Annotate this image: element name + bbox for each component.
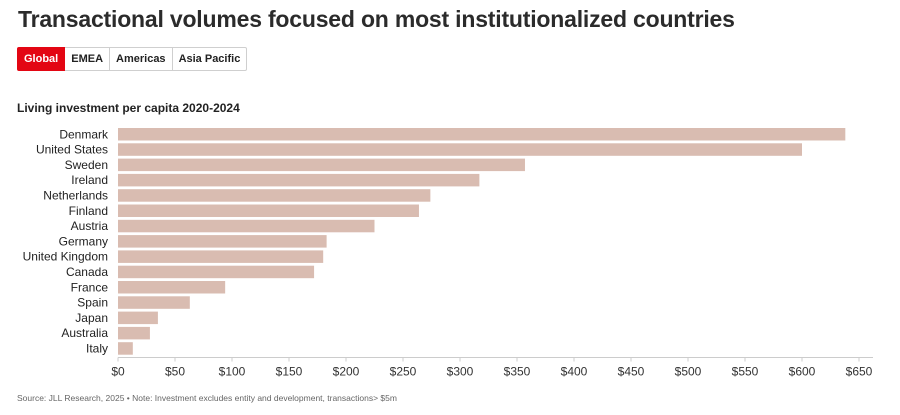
bar-chart: Denmark United StatesSwedenIrelandNetherl… xyxy=(23,127,873,379)
x-tick-label-350: $350 xyxy=(504,365,531,379)
category-label-australia: Australia xyxy=(61,326,108,340)
category-label-united-kingdom: United Kingdom xyxy=(23,250,108,264)
x-tick-label-0: $0 xyxy=(111,365,125,379)
category-label-finland: Finland xyxy=(69,204,108,218)
bar-austria xyxy=(118,219,375,233)
bar-germany xyxy=(118,235,327,248)
bar-united-states xyxy=(118,143,802,156)
category-label-netherlands: Netherlands xyxy=(43,188,108,202)
tab-americas[interactable]: Americas xyxy=(110,47,173,71)
chart-title: Transactional volumes focused on most in… xyxy=(18,6,735,32)
bar-ireland xyxy=(118,173,480,187)
source-note: Source: JLL Research, 2025 • Note: Inves… xyxy=(17,393,397,403)
category-label-spain: Spain xyxy=(77,296,108,310)
bar-united-kingdom xyxy=(118,250,324,263)
category-label-united-states: United States xyxy=(36,143,108,157)
x-tick-label-550: $550 xyxy=(732,365,759,379)
x-tick-label-500: $500 xyxy=(675,365,702,379)
x-tick-label-600: $600 xyxy=(789,365,816,379)
category-label-ireland: Ireland xyxy=(71,173,108,187)
x-tick-label-400: $400 xyxy=(561,365,588,379)
tab-asia-pacific[interactable]: Asia Pacific xyxy=(172,47,248,71)
bar-australia xyxy=(118,326,150,340)
x-tick-label-300: $300 xyxy=(447,365,474,379)
category-label-austria: Austria xyxy=(71,219,109,233)
x-tick-label-650: $650 xyxy=(846,365,873,379)
x-tick-label-450: $450 xyxy=(618,365,645,379)
x-tick-label-150: $150 xyxy=(276,365,303,379)
x-tick-label-50: $50 xyxy=(165,365,185,379)
x-tick-label-250: $250 xyxy=(390,365,417,379)
bar-japan xyxy=(118,311,158,325)
bar-sweden xyxy=(118,158,525,172)
category-label-france: France xyxy=(71,280,109,294)
category-label-germany: Germany xyxy=(59,234,108,248)
bar-france xyxy=(118,281,226,294)
bar-spain xyxy=(118,296,190,309)
category-label-italy: Italy xyxy=(86,341,108,355)
bar-italy xyxy=(118,342,133,355)
bar-denmark xyxy=(118,128,846,141)
x-tick-label-200: $200 xyxy=(333,365,360,379)
category-label-denmark: Denmark xyxy=(59,127,109,141)
category-label-sweden: Sweden xyxy=(65,158,108,172)
tab-global[interactable]: Global xyxy=(17,47,66,71)
bar-canada xyxy=(118,265,315,279)
x-tick-label-100: $100 xyxy=(219,365,246,379)
category-label-canada: Canada xyxy=(66,265,108,279)
tab-emea[interactable]: EMEA xyxy=(65,47,111,71)
bar-netherlands xyxy=(118,189,431,202)
chart-subtitle: Living investment per capita 2020-2024 xyxy=(17,101,240,115)
bar-finland xyxy=(118,204,419,217)
region-tabs: Global EMEA Americas Asia Pacific xyxy=(17,47,248,71)
category-label-japan: Japan xyxy=(75,311,108,325)
